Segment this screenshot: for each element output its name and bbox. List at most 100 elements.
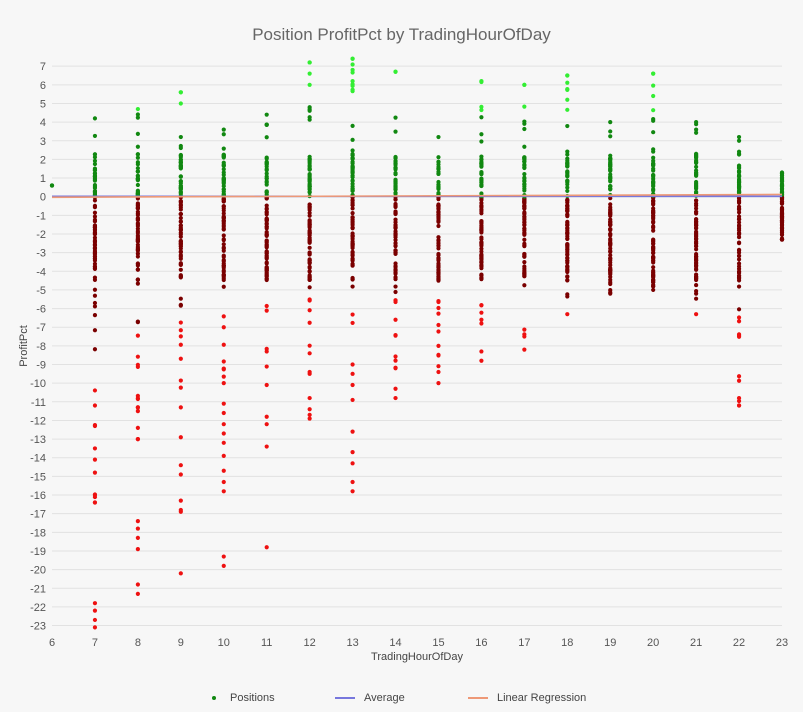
position-point [221,374,226,379]
position-point [479,277,484,282]
position-point [350,245,355,251]
position-point [479,200,484,206]
position-point [694,170,699,175]
position-point [350,382,355,388]
legend-item-positions[interactable]: Positions [204,692,275,704]
position-point [178,498,183,503]
y-tick-label: -16 [30,490,46,502]
position-point [135,189,140,194]
position-point [736,395,742,401]
position-point [565,73,570,78]
position-point [307,395,312,401]
position-point [178,262,183,268]
position-point [608,153,613,158]
position-point [651,275,656,280]
position-point [479,219,484,224]
position-point [307,154,312,159]
x-tick-label: 15 [432,637,444,649]
position-point [779,230,785,235]
position-point [92,403,98,408]
position-point [307,115,312,120]
position-point [651,216,656,221]
position-point [264,135,269,140]
position-point [565,226,570,231]
position-point [694,209,699,214]
position-point [694,154,699,160]
position-point [694,232,699,237]
position-point [479,321,484,326]
position-point [307,412,312,417]
position-point [779,178,785,184]
position-point [393,129,398,134]
chart-title: Position ProfitPct by TradingHourOfDay [252,25,551,44]
position-point [779,211,785,216]
position-point [135,155,140,160]
position-point [264,222,269,227]
position-point [350,175,355,180]
position-point [436,166,441,171]
position-point [522,126,527,132]
position-point [264,256,269,261]
position-point [393,248,398,253]
position-point [221,227,226,232]
position-point [350,226,355,231]
position-point [307,343,312,348]
position-point [522,216,527,221]
position-point [694,120,699,125]
position-point [307,71,312,76]
position-point [307,163,312,168]
position-point [307,190,312,195]
position-point [565,236,570,241]
y-tick-label: 0 [40,192,46,204]
position-point [221,276,226,281]
position-point [92,231,98,236]
position-point [135,177,140,182]
position-point [350,148,355,153]
position-point [565,107,570,112]
y-tick-label: -15 [30,471,46,483]
position-point [608,202,613,207]
legend-line-icon [335,697,355,699]
position-point [135,281,140,286]
position-point [651,188,656,193]
position-point [436,329,441,334]
ticks-layer: 76543210-1-2-3-4-5-6-7-8-9-10-11-12-13-1… [30,61,788,649]
position-point [436,134,441,140]
position-point [264,238,269,243]
position-point [264,277,269,283]
position-point [736,231,742,236]
position-point [779,237,785,242]
legend-item-average[interactable]: Average [335,692,405,704]
position-point [178,164,183,169]
position-point [393,261,398,266]
position-point [694,296,699,301]
position-point [221,146,226,151]
position-point [436,159,441,164]
position-point [307,172,312,177]
position-point [736,169,742,174]
position-point [651,179,656,184]
position-point [178,219,183,224]
position-point [694,219,699,224]
position-point [92,189,98,194]
position-point [608,274,613,279]
position-point [307,157,312,163]
position-point [135,244,140,250]
position-point [92,608,98,613]
position-point [350,202,355,208]
position-point [135,362,140,367]
position-point [350,252,355,257]
position-point [221,167,226,172]
position-point [522,334,527,339]
legend-item-regression[interactable]: Linear Regression [468,692,586,704]
x-tick-label: 21 [690,637,702,649]
position-point [436,352,441,357]
position-point [350,62,355,67]
y-tick-label: -13 [30,434,46,446]
position-point [565,156,570,161]
position-point [178,328,183,333]
position-point [608,246,613,251]
position-point [479,191,484,196]
position-point [694,247,699,252]
position-point [307,252,312,257]
